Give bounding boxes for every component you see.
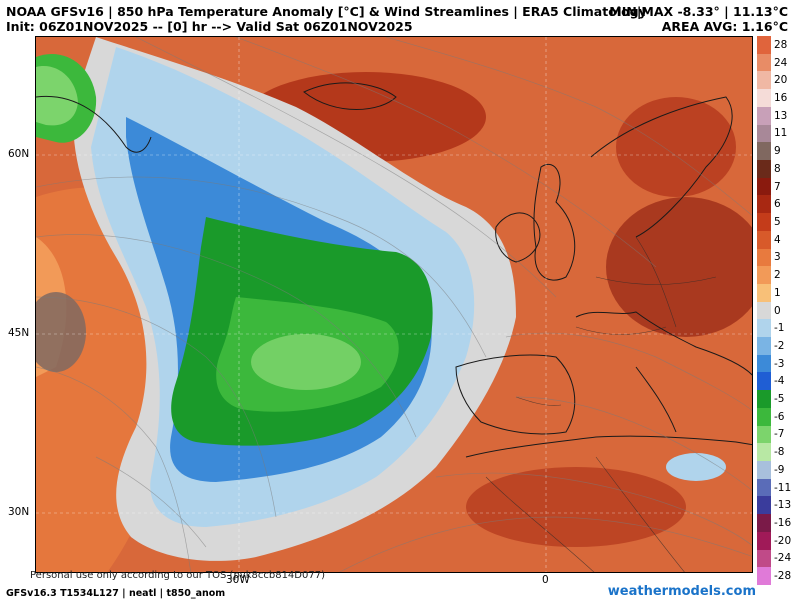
- legend-swatch: [757, 549, 771, 568]
- legend-label: -16: [774, 517, 792, 530]
- legend-label: -13: [774, 499, 792, 512]
- minmax-readout: MIN|MAX -8.33° | 11.13°C: [609, 4, 788, 19]
- model-info: GFSv16.3 T1534L127 | neatl | t850_anom: [6, 588, 226, 599]
- legend-swatch: [757, 53, 771, 72]
- scandinavia-coast: [590, 96, 733, 238]
- legend-swatch: [757, 337, 771, 356]
- legend-swatch: [757, 142, 771, 161]
- legend-label: -11: [774, 481, 792, 494]
- legend-label: -20: [774, 534, 792, 547]
- cool-patch-africa: [666, 453, 726, 481]
- legend-swatch: [757, 36, 771, 55]
- legend-swatch: [757, 354, 771, 373]
- hot-spot-scandinavia: [616, 97, 736, 197]
- legend-label: 16: [774, 91, 788, 104]
- legend-swatch: [757, 443, 771, 462]
- legend-label: -8: [774, 446, 785, 459]
- coastlines: [36, 82, 752, 458]
- hot-spot-west-edge: [36, 292, 86, 372]
- legend-swatch: [757, 159, 771, 179]
- iceland-coast: [303, 82, 397, 110]
- legend-swatch: [757, 372, 771, 391]
- italy-coast: [635, 366, 677, 433]
- legend-label: 9: [774, 145, 781, 158]
- legend-swatch: [757, 124, 771, 143]
- north-africa-coast: [465, 435, 752, 458]
- legend-label: -9: [774, 463, 785, 476]
- legend-swatch: [757, 390, 771, 409]
- legend-label: 2: [774, 269, 781, 282]
- legend-label: 7: [774, 180, 781, 193]
- legend-label: 5: [774, 215, 781, 228]
- coldest-core: [251, 334, 361, 390]
- legend-swatch: [757, 106, 771, 126]
- legend-label: -5: [774, 393, 785, 406]
- legend-label: 3: [774, 251, 781, 264]
- title-line-2: Init: 06Z01NOV2025 -- [0] hr --> Valid S…: [6, 19, 413, 34]
- legend-swatch: [757, 230, 771, 249]
- tos-notice: Personal use only according to our TOS (…: [30, 570, 325, 581]
- legend-label: 6: [774, 198, 781, 211]
- legend-label: -4: [774, 375, 785, 388]
- legend-swatch: [757, 425, 771, 444]
- legend-label: -6: [774, 410, 785, 423]
- legend-label: 0: [774, 304, 781, 317]
- greenland-coast: [36, 95, 152, 153]
- legend-label: -24: [774, 552, 792, 565]
- legend-swatch: [757, 195, 771, 214]
- legend-swatch: [757, 567, 771, 586]
- lat-label-45n: 45N: [8, 327, 30, 339]
- legend-label: -3: [774, 357, 785, 370]
- country-borders: [485, 236, 717, 572]
- lon-label-0: 0: [542, 574, 549, 586]
- legend-label: 1: [774, 286, 781, 299]
- lat-label-30n: 30N: [8, 506, 30, 518]
- anomaly-map: [36, 37, 752, 572]
- ireland-coast: [495, 212, 541, 263]
- europe-coast: [575, 311, 752, 376]
- legend-swatch: [757, 266, 771, 285]
- legend-swatch: [757, 478, 771, 497]
- legend-swatch: [757, 407, 771, 427]
- color-legend: [757, 36, 771, 586]
- map-panel[interactable]: [35, 36, 753, 573]
- legend-label: 11: [774, 127, 788, 140]
- legend-swatch: [757, 213, 771, 232]
- legend-swatch: [757, 71, 771, 90]
- legend-label: 8: [774, 162, 781, 175]
- legend-swatch: [757, 319, 771, 338]
- great-britain-coast: [533, 164, 576, 281]
- legend-label: -1: [774, 322, 785, 335]
- legend-label: 4: [774, 233, 781, 246]
- legend-swatch: [757, 496, 771, 515]
- iberia-coast: [455, 354, 576, 435]
- legend-label: 20: [774, 74, 788, 87]
- legend-label: 28: [774, 38, 788, 51]
- legend-swatch: [757, 461, 771, 480]
- legend-swatch: [757, 283, 771, 303]
- legend-swatch: [757, 177, 771, 196]
- title-line-1: NOAA GFSv16 | 850 hPa Temperature Anomal…: [6, 4, 647, 19]
- legend-label: -7: [774, 428, 785, 441]
- hot-spot-central-europe: [606, 197, 752, 337]
- hot-spot-north-africa: [466, 467, 686, 547]
- chart-title: NOAA GFSv16 | 850 hPa Temperature Anomal…: [6, 4, 647, 34]
- legend-swatch: [757, 248, 771, 267]
- legend-label: 24: [774, 56, 788, 69]
- lon-label-30w: 30W: [226, 574, 250, 586]
- legend-label: 13: [774, 109, 788, 122]
- legend-label: -2: [774, 339, 785, 352]
- legend-swatch: [757, 89, 771, 108]
- legend-swatch: [757, 301, 771, 320]
- greenland-cold-core: [36, 66, 78, 126]
- legend-swatch: [757, 514, 771, 533]
- wind-streamlines: [36, 37, 752, 572]
- legend-swatch: [757, 531, 771, 551]
- lat-label-60n: 60N: [8, 148, 30, 160]
- stats-block: MIN|MAX -8.33° | 11.13°C AREA AVG: 1.16°…: [609, 4, 788, 34]
- area-average-readout: AREA AVG: 1.16°C: [661, 19, 788, 34]
- legend-label: -28: [774, 570, 792, 583]
- brand-link[interactable]: weathermodels.com: [607, 584, 756, 599]
